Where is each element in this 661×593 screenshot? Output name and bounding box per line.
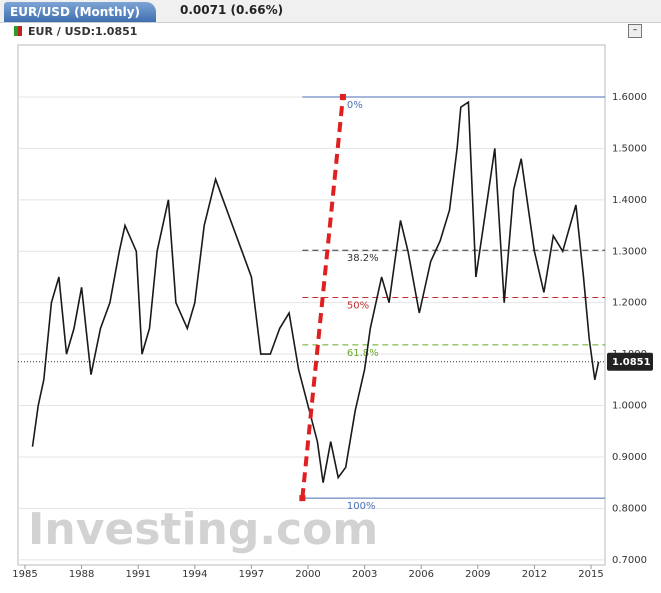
fib-handle bbox=[299, 495, 306, 502]
y-tick-label: 0.9000 bbox=[612, 452, 647, 463]
fib-trend bbox=[300, 96, 345, 499]
header: EUR/USD (Monthly) 0.0071 (0.66%) bbox=[0, 0, 661, 23]
fib-label: 61.8% bbox=[347, 348, 379, 359]
x-tick-label: 1991 bbox=[125, 569, 150, 580]
x-tick-label: 1988 bbox=[69, 569, 94, 580]
y-tick-label: 1.5000 bbox=[612, 143, 647, 154]
y-tick-label: 0.7000 bbox=[612, 555, 647, 566]
price-line bbox=[31, 100, 600, 483]
x-tick-label: 2009 bbox=[465, 569, 490, 580]
y-tick-label: 1.4000 bbox=[612, 195, 647, 206]
y-tick-label: 0.8000 bbox=[612, 503, 647, 514]
x-tick-label: 1985 bbox=[12, 569, 37, 580]
current-price-box bbox=[607, 352, 653, 371]
x-tick-label: 2000 bbox=[295, 569, 320, 580]
x-tick-label: 2012 bbox=[522, 569, 547, 580]
fib-label: 38.2% bbox=[347, 253, 379, 264]
fib-label: 50% bbox=[347, 301, 369, 312]
x-tick-label: 2003 bbox=[352, 569, 377, 580]
price-change: 0.0071 (0.66%) bbox=[180, 3, 284, 17]
y-tick-label: 1.0000 bbox=[612, 401, 647, 412]
fib-label: 100% bbox=[347, 501, 376, 512]
fib-label: 0% bbox=[347, 100, 363, 111]
watermark: Investing.com bbox=[28, 504, 378, 555]
minimize-button[interactable]: – bbox=[628, 24, 642, 38]
x-tick-label: 1997 bbox=[239, 569, 264, 580]
x-tick-label: 2015 bbox=[578, 569, 603, 580]
y-tick-label: 1.2000 bbox=[612, 298, 647, 309]
fib-handle bbox=[339, 93, 346, 100]
y-tick-label: 1.3000 bbox=[612, 246, 647, 257]
chart-tab[interactable]: EUR/USD (Monthly) bbox=[4, 2, 157, 22]
plot-frame bbox=[17, 44, 606, 566]
legend: EUR / USD:1.0851 bbox=[14, 25, 137, 38]
y-tick-label: 1.6000 bbox=[612, 92, 647, 103]
current-price-label: 1.0851 bbox=[612, 357, 651, 368]
x-tick-label: 1994 bbox=[182, 569, 207, 580]
x-tick-label: 2006 bbox=[408, 569, 433, 580]
